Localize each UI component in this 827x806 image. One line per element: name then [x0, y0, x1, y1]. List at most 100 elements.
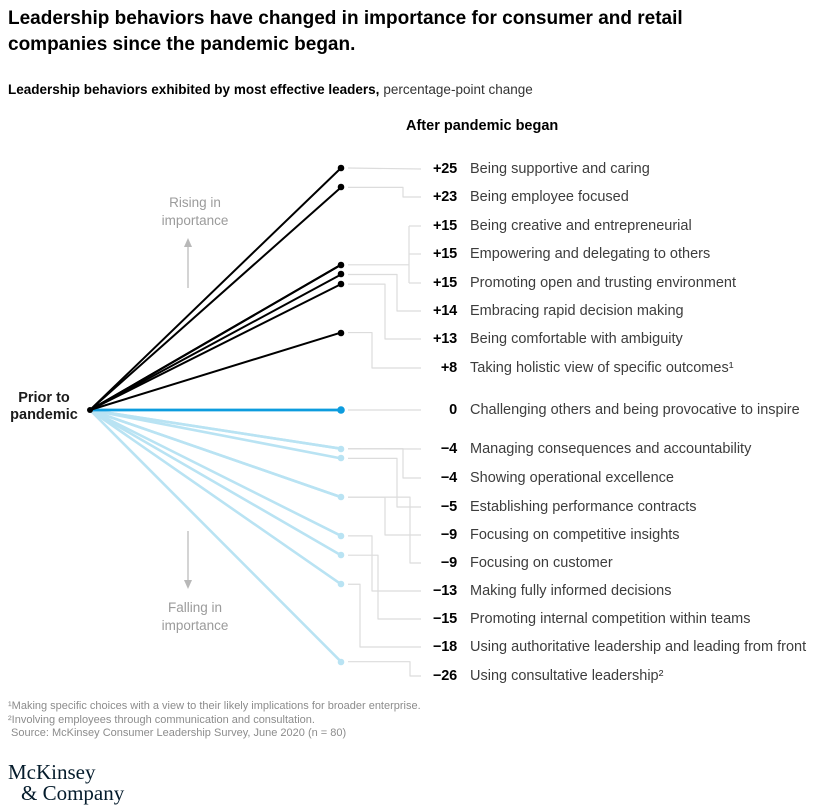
behavior-label: Using authoritative leadership and leadi…	[470, 639, 807, 655]
endpoint-dot	[337, 183, 345, 191]
change-value: −26	[433, 668, 457, 684]
source-line: Source: McKinsey Consumer Leadership Sur…	[11, 727, 347, 739]
falling-arrowhead-icon	[184, 580, 192, 589]
slope-line	[89, 186, 342, 411]
behavior-row: +14 Embracing rapid decision making	[385, 301, 684, 321]
connector-line	[348, 535, 421, 592]
behavior-row: −4 Managing consequences and accountabili…	[385, 439, 751, 459]
slope-line	[88, 408, 343, 557]
slope-line	[89, 167, 342, 411]
endpoint-dot	[337, 261, 345, 269]
footnotes: ¹Making specific choices with a view to …	[8, 700, 421, 741]
endpoint-dot	[337, 445, 345, 453]
connector-line	[348, 496, 421, 564]
slope-line	[88, 408, 343, 663]
behavior-label: Taking holistic view of specific outcome…	[470, 360, 734, 376]
behavior-label: Being comfortable with ambiguity	[470, 331, 683, 347]
change-value: −9	[440, 555, 457, 571]
connector-line	[348, 457, 421, 508]
change-value: −13	[433, 583, 457, 599]
origin-dot	[87, 407, 93, 413]
behavior-row: −26 Using consultative leadership²	[385, 666, 663, 686]
behavior-row: +15 Empowering and delegating to others	[385, 244, 710, 264]
change-value: +8	[440, 360, 457, 376]
endpoint-dot	[337, 532, 345, 540]
connector-line	[348, 661, 421, 677]
change-value: −18	[433, 639, 457, 655]
behavior-label: Making fully informed decisions	[470, 583, 672, 599]
behavior-row: −9 Focusing on competitive insights	[385, 525, 680, 545]
endpoint-dot	[337, 164, 345, 172]
endpoint-dot	[337, 270, 345, 278]
change-value: −4	[440, 441, 457, 457]
logo-line1: McKinsey	[8, 760, 96, 784]
behavior-label: Being employee focused	[470, 189, 629, 205]
behavior-row: +15 Being creative and entrepreneurial	[385, 216, 692, 236]
change-value: +14	[433, 303, 457, 319]
change-value: −15	[433, 611, 457, 627]
change-value: +15	[433, 246, 457, 262]
behavior-label: Challenging others and being provocative…	[470, 402, 800, 418]
change-value: +23	[433, 189, 457, 205]
behavior-row: −4 Showing operational excellence	[385, 468, 674, 488]
behavior-row: −18 Using authoritative leadership and le…	[385, 637, 806, 657]
endpoint-dot	[337, 329, 345, 337]
connector-line	[348, 283, 421, 340]
behavior-label: Showing operational excellence	[470, 470, 674, 486]
endpoint-dot	[337, 406, 345, 414]
chart-subtitle-unit: percentage-point change	[383, 82, 533, 97]
after-pandemic-header: After pandemic began	[406, 118, 559, 134]
connector-line	[347, 167, 422, 170]
connector-line	[348, 583, 421, 648]
footnote-line: ²Involving employees through communicati…	[8, 713, 315, 726]
endpoint-dot	[337, 580, 345, 588]
behavior-row: +25 Being supportive and caring	[385, 159, 650, 179]
slope-line	[88, 408, 343, 499]
endpoint-dot	[337, 493, 345, 501]
chart-subtitle-bold: Leadership behaviors exhibited by most e…	[8, 82, 380, 97]
connector-line	[348, 273, 421, 312]
change-value: 0	[449, 402, 457, 418]
behavior-label: Managing consequences and accountability	[470, 441, 752, 457]
change-value: −5	[440, 499, 457, 515]
slope-line	[89, 283, 342, 411]
behavior-label: Being creative and entrepreneurial	[470, 218, 692, 234]
change-value: +25	[433, 161, 457, 177]
behavior-label: Promoting internal competition within te…	[470, 611, 751, 627]
behavior-row: −15 Promoting internal competition within…	[385, 609, 750, 629]
behavior-label: Empowering and delegating to others	[470, 246, 711, 262]
slope-line	[89, 273, 342, 411]
slope-line	[88, 408, 343, 538]
behavior-label: Embracing rapid decision making	[470, 303, 684, 319]
behavior-row: +13 Being comfortable with ambiguity	[385, 329, 683, 349]
behavior-label: Using consultative leadership²	[470, 668, 664, 684]
connector-line	[348, 331, 421, 369]
footnote-line: ¹Making specific choices with a view to …	[8, 700, 421, 712]
logo-line2: & Company	[21, 781, 125, 805]
rising-importance-annotation: Rising in importance	[161, 195, 229, 228]
behavior-label: Focusing on customer	[470, 555, 613, 571]
endpoint-dot	[337, 280, 345, 288]
page-title: Leadership behaviors have changed in imp…	[8, 8, 683, 55]
behavior-label: Promoting open and trusting environment	[470, 275, 736, 291]
connector-line	[348, 448, 421, 479]
change-value: −4	[440, 470, 457, 486]
behavior-row: +23 Being employee focused	[385, 187, 629, 207]
connector-line	[348, 554, 421, 620]
change-value: +15	[433, 275, 457, 291]
connector-line	[348, 186, 421, 198]
behavior-row: +8 Taking holistic view of specific outco…	[385, 358, 734, 378]
change-value: +13	[433, 331, 457, 347]
endpoint-dot	[337, 454, 345, 462]
change-value: −9	[440, 527, 457, 543]
behavior-row: −13 Making fully informed decisions	[385, 581, 671, 601]
endpoint-dot	[337, 658, 345, 666]
chart-subtitle: Leadership behaviors exhibited by most e…	[8, 82, 808, 97]
mckinsey-logo: McKinsey & Company	[8, 762, 124, 804]
behavior-label: Focusing on competitive insights	[470, 527, 680, 543]
behavior-row: 0 Challenging others and being provocativ…	[385, 400, 800, 420]
behavior-row: −5 Establishing performance contracts	[385, 497, 697, 517]
behavior-row: −9 Focusing on customer	[385, 553, 613, 573]
